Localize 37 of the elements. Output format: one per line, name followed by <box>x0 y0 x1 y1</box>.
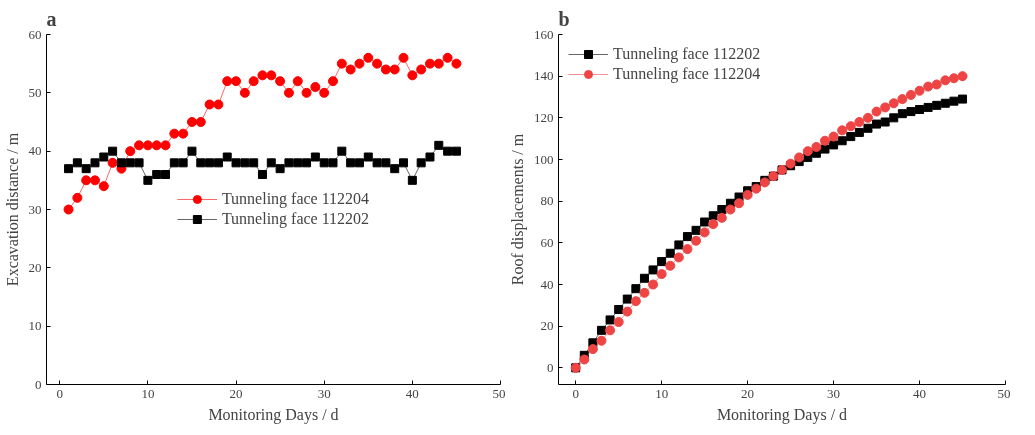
y-tick-label: 100 <box>534 151 554 167</box>
y-tick-label: 60 <box>540 234 554 250</box>
x-tick-label: 50 <box>492 385 506 401</box>
y-tick-label: 80 <box>540 193 554 209</box>
x-tick-label: 40 <box>913 385 927 401</box>
x-tick-label: 10 <box>141 385 155 401</box>
x-tick-label: 30 <box>827 385 841 401</box>
legend-label: Tunneling face 112204 <box>613 65 761 83</box>
y-tick-label: 20 <box>28 259 42 275</box>
y-tick-label: 120 <box>534 109 554 125</box>
y-tick-label: 40 <box>28 143 42 159</box>
y-tick-label: 50 <box>28 84 42 100</box>
legend-label: Tunneling face 112202 <box>221 210 370 228</box>
x-tick-label: 20 <box>229 385 243 401</box>
chart-title: a <box>46 7 57 30</box>
x-tick-label: 40 <box>405 385 419 401</box>
y-tick-label: 140 <box>534 68 554 84</box>
y-tick-label: 0 <box>547 359 554 375</box>
y-tick-label: 160 <box>534 26 554 42</box>
y-axis-title: Roof displacements / m <box>509 133 527 286</box>
x-tick-label: 0 <box>56 385 63 401</box>
legend-label: Tunneling face 112202 <box>613 45 761 63</box>
x-tick-label: 30 <box>317 385 331 401</box>
x-tick-label: 20 <box>741 385 755 401</box>
y-tick-label: 30 <box>28 201 42 217</box>
y-tick-label: 40 <box>540 276 554 292</box>
y-tick-label: 10 <box>28 318 42 334</box>
x-tick-label: 0 <box>572 385 579 401</box>
y-axis-title: Excavation distance / m <box>3 132 21 287</box>
x-tick-label: 10 <box>655 385 669 401</box>
x-axis-title: Monitoring Days / d <box>208 405 339 424</box>
y-tick-label: 60 <box>28 26 42 42</box>
legend-label: Tunneling face 112204 <box>221 190 370 208</box>
x-axis-title: Monitoring Days / d <box>716 405 848 424</box>
y-tick-label: 20 <box>540 318 554 334</box>
chart-title: b <box>558 7 570 30</box>
x-tick-label: 50 <box>997 385 1011 401</box>
